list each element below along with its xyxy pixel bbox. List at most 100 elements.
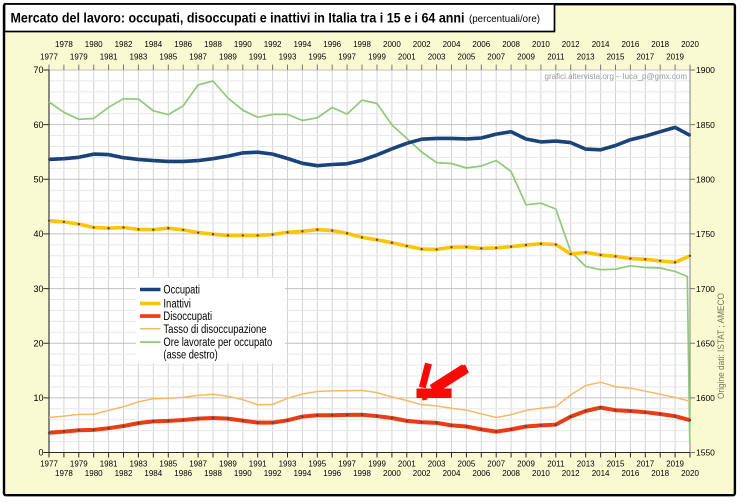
svg-text:2008: 2008	[502, 40, 520, 49]
svg-text:0: 0	[38, 448, 43, 458]
svg-text:1994: 1994	[294, 469, 312, 478]
svg-text:1979: 1979	[70, 53, 88, 62]
svg-text:1978: 1978	[55, 40, 73, 49]
svg-text:50: 50	[33, 175, 43, 185]
svg-text:2008: 2008	[502, 469, 520, 478]
svg-text:1987: 1987	[189, 460, 207, 469]
svg-text:1983: 1983	[130, 460, 148, 469]
svg-text:1997: 1997	[338, 53, 356, 62]
svg-text:2020: 2020	[681, 40, 699, 49]
svg-text:1989: 1989	[219, 460, 237, 469]
svg-text:1985: 1985	[159, 460, 177, 469]
svg-text:2013: 2013	[577, 53, 595, 62]
svg-text:1986: 1986	[174, 40, 192, 49]
svg-text:1979: 1979	[70, 460, 88, 469]
svg-text:1998: 1998	[353, 469, 371, 478]
svg-text:20: 20	[33, 338, 43, 348]
svg-text:1850: 1850	[696, 120, 715, 130]
svg-text:1980: 1980	[85, 40, 103, 49]
svg-text:2012: 2012	[562, 469, 580, 478]
svg-text:Origine dati: ISTAT ; AMECO: Origine dati: ISTAT ; AMECO	[716, 293, 726, 399]
svg-text:2006: 2006	[472, 469, 490, 478]
svg-text:1995: 1995	[308, 460, 326, 469]
svg-text:1990: 1990	[234, 40, 252, 49]
svg-text:1981: 1981	[100, 53, 118, 62]
svg-text:Mercato del lavoro: occupati,: Mercato del lavoro: occupati, disoccupat…	[11, 11, 465, 26]
svg-text:1986: 1986	[174, 469, 192, 478]
svg-text:2020: 2020	[681, 469, 699, 478]
svg-text:1995: 1995	[308, 53, 326, 62]
svg-text:(percentuali/ore): (percentuali/ore)	[469, 13, 540, 25]
svg-text:grafici.altervista.org – luca_: grafici.altervista.org – luca_p@gmx.com	[545, 71, 688, 81]
svg-text:2018: 2018	[651, 469, 669, 478]
svg-text:1993: 1993	[279, 460, 297, 469]
svg-text:2010: 2010	[532, 469, 550, 478]
svg-text:2002: 2002	[413, 469, 431, 478]
svg-text:2019: 2019	[666, 460, 684, 469]
svg-text:2007: 2007	[487, 53, 505, 62]
svg-text:1980: 1980	[85, 469, 103, 478]
svg-text:2009: 2009	[517, 53, 535, 62]
svg-text:1991: 1991	[249, 53, 267, 62]
svg-text:30: 30	[33, 284, 43, 294]
svg-text:2003: 2003	[428, 460, 446, 469]
svg-text:2015: 2015	[607, 53, 625, 62]
svg-text:2005: 2005	[458, 460, 476, 469]
svg-text:60: 60	[33, 120, 43, 130]
svg-text:2010: 2010	[532, 40, 550, 49]
svg-text:2002: 2002	[413, 40, 431, 49]
svg-text:1977: 1977	[40, 53, 58, 62]
svg-text:1992: 1992	[264, 40, 282, 49]
svg-text:1996: 1996	[323, 469, 341, 478]
svg-text:1988: 1988	[204, 469, 222, 478]
svg-text:2009: 2009	[517, 460, 535, 469]
svg-text:2017: 2017	[636, 53, 654, 62]
svg-text:Inattivi: Inattivi	[163, 298, 191, 310]
svg-text:1650: 1650	[696, 338, 715, 348]
svg-text:1991: 1991	[249, 460, 267, 469]
svg-text:2014: 2014	[592, 469, 610, 478]
svg-text:1999: 1999	[368, 460, 386, 469]
svg-text:Tasso di disoccupazione: Tasso di disoccupazione	[163, 324, 266, 336]
svg-text:2001: 2001	[398, 53, 416, 62]
svg-text:1987: 1987	[189, 53, 207, 62]
svg-text:1750: 1750	[696, 229, 715, 239]
svg-text:2001: 2001	[398, 460, 416, 469]
svg-text:2011: 2011	[547, 460, 565, 469]
svg-text:2019: 2019	[666, 53, 684, 62]
svg-text:2014: 2014	[592, 40, 610, 49]
svg-text:1989: 1989	[219, 53, 237, 62]
svg-text:1999: 1999	[368, 53, 386, 62]
svg-text:1700: 1700	[696, 284, 715, 294]
svg-text:1994: 1994	[294, 40, 312, 49]
svg-text:Ore lavorate per occupato: Ore lavorate per occupato	[163, 337, 272, 349]
svg-text:2017: 2017	[636, 460, 654, 469]
svg-text:2003: 2003	[428, 53, 446, 62]
svg-text:2000: 2000	[383, 469, 401, 478]
svg-text:2004: 2004	[443, 40, 461, 49]
svg-text:2011: 2011	[547, 53, 565, 62]
svg-text:Disoccupati: Disoccupati	[163, 311, 212, 323]
svg-text:2005: 2005	[458, 53, 476, 62]
svg-text:1992: 1992	[264, 469, 282, 478]
svg-text:1985: 1985	[159, 53, 177, 62]
svg-text:2012: 2012	[562, 40, 580, 49]
svg-text:1982: 1982	[115, 469, 133, 478]
svg-text:1983: 1983	[130, 53, 148, 62]
svg-text:1993: 1993	[279, 53, 297, 62]
svg-text:(asse destro): (asse destro)	[163, 349, 217, 361]
svg-text:10: 10	[33, 393, 43, 403]
svg-text:2016: 2016	[622, 40, 640, 49]
svg-text:1998: 1998	[353, 40, 371, 49]
svg-text:70: 70	[33, 65, 43, 75]
svg-text:1996: 1996	[323, 40, 341, 49]
svg-text:1900: 1900	[696, 65, 715, 75]
svg-text:Occupati: Occupati	[163, 285, 200, 297]
svg-text:1984: 1984	[144, 469, 162, 478]
svg-text:1990: 1990	[234, 469, 252, 478]
svg-text:1984: 1984	[144, 40, 162, 49]
svg-text:2015: 2015	[607, 460, 625, 469]
svg-text:2004: 2004	[443, 469, 461, 478]
svg-text:1977: 1977	[40, 460, 58, 469]
svg-text:1800: 1800	[696, 175, 715, 185]
